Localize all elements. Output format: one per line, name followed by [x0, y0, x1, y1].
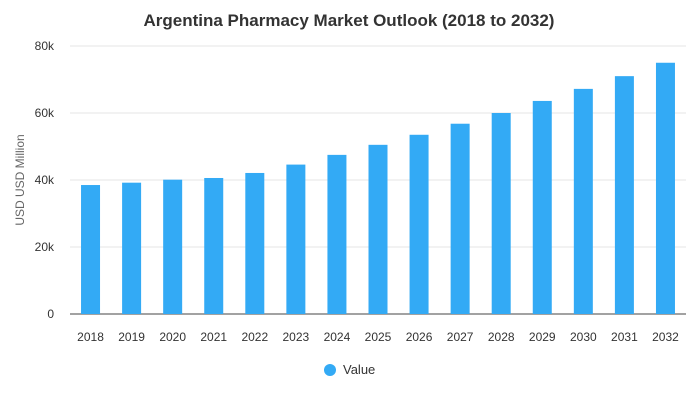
legend-label: Value	[343, 362, 375, 377]
bars	[81, 62, 675, 315]
x-tick-label: 2032	[652, 330, 679, 344]
x-axis-ticks: 2018 2019 2020 2021 2022 2023 2024 2025 2026 2027…	[77, 330, 679, 344]
x-tick-label: 2018	[77, 330, 104, 344]
bar[interactable]	[286, 164, 306, 314]
bar[interactable]	[163, 179, 183, 314]
x-tick-label: 2030	[570, 330, 597, 344]
x-tick-label: 2028	[488, 330, 515, 344]
bar[interactable]	[204, 177, 224, 314]
x-tick-label: 2022	[241, 330, 268, 344]
x-tick-label: 2023	[283, 330, 310, 344]
bar[interactable]	[450, 123, 470, 314]
x-tick-label: 2020	[159, 330, 186, 344]
chart-title: Argentina Pharmacy Market Outlook (2018 …	[144, 11, 555, 30]
y-tick-label: 0	[47, 307, 54, 321]
legend[interactable]: Value	[324, 362, 375, 377]
y-tick-label: 80k	[35, 39, 55, 53]
bar[interactable]	[573, 88, 593, 314]
x-tick-label: 2019	[118, 330, 145, 344]
x-tick-label: 2025	[365, 330, 392, 344]
y-axis-label: USD USD Million	[13, 134, 27, 225]
legend-marker	[324, 364, 336, 376]
y-tick-label: 60k	[35, 106, 55, 120]
x-tick-label: 2026	[406, 330, 433, 344]
x-tick-label: 2024	[324, 330, 351, 344]
bar[interactable]	[532, 100, 552, 314]
y-axis-ticks: 0 20k 40k 60k 80k	[35, 39, 55, 321]
y-tick-label: 20k	[35, 240, 55, 254]
x-tick-label: 2027	[447, 330, 474, 344]
x-tick-label: 2029	[529, 330, 556, 344]
y-tick-label: 40k	[35, 173, 55, 187]
x-tick-label: 2021	[200, 330, 227, 344]
bar[interactable]	[655, 62, 675, 314]
bar[interactable]	[81, 185, 101, 314]
bar[interactable]	[491, 113, 511, 314]
bar[interactable]	[368, 144, 388, 314]
bar[interactable]	[409, 134, 429, 314]
bar[interactable]	[614, 76, 634, 315]
bar[interactable]	[122, 182, 142, 314]
bar[interactable]	[327, 154, 347, 314]
x-tick-label: 2031	[611, 330, 638, 344]
bar[interactable]	[245, 172, 265, 314]
